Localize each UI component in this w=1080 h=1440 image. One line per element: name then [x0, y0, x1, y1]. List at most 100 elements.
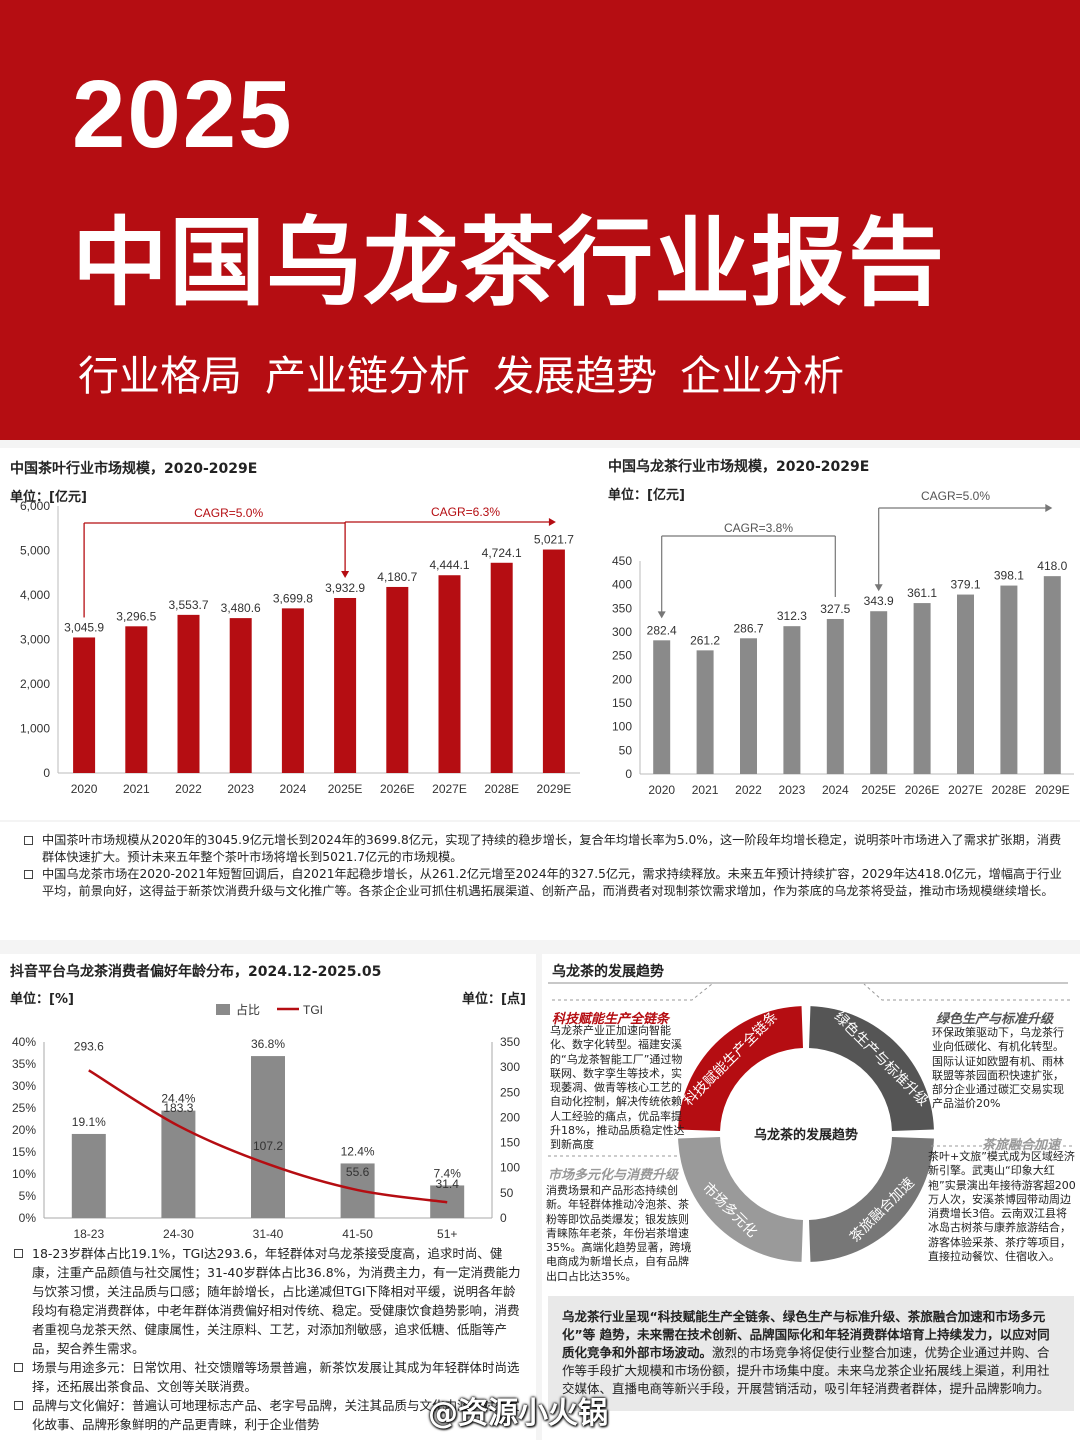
- y-tick-label: 40%: [12, 1035, 36, 1049]
- chart2-title: 中国乌龙茶行业市场规模，2020-2029E: [608, 459, 870, 475]
- tgi-label: 183.3: [163, 1101, 193, 1115]
- chart2-unit: 单位：[亿元]: [608, 488, 685, 503]
- y-tick-label: 50: [619, 743, 633, 757]
- x-tick-label: 24-30: [163, 1227, 194, 1241]
- tgi-label: 107.2: [253, 1139, 283, 1153]
- y-tick-label: 0: [625, 767, 632, 781]
- report-year: 2025: [72, 61, 294, 168]
- chart3-unit-right: 单位：[点]: [462, 992, 526, 1007]
- summary-rest: 激烈的市场竞争将促使行业整合加速，优势企业通过并购、合作等手段扩大规模和市场份额…: [562, 1345, 1050, 1396]
- trend-text-green: 环保政策驱动下，乌龙茶行业向低碳化、有机化转型。国际认证如欧盟有机、雨林联盟等茶…: [932, 1026, 1064, 1111]
- y-tick-label: 200: [612, 672, 632, 686]
- bar: [71, 1133, 106, 1218]
- y-tick-label: 250: [612, 649, 632, 663]
- report-subtitle: 行业格局 产业链分析 发展趋势 企业分析: [78, 352, 845, 400]
- bar: [1043, 576, 1061, 774]
- y-tick-label: 10%: [12, 1167, 36, 1181]
- y-tick-label: 30%: [12, 1079, 36, 1093]
- bullet-square-icon: [14, 1249, 23, 1258]
- bullet-square-icon: [14, 1401, 23, 1410]
- trends-summary: 乌龙茶行业呈现“科技赋能生产全链条、绿色生产与标准升级、茶旅融合加速和市场多元化…: [548, 1296, 1074, 1411]
- header-banner: 2025 中国乌龙茶行业报告 行业格局 产业链分析 发展趋势 企业分析: [0, 0, 1080, 440]
- y-tick-label: 300: [612, 625, 632, 639]
- bar: [386, 586, 409, 773]
- y2-tick-label: 350: [500, 1035, 520, 1049]
- bar: [1000, 585, 1018, 774]
- y2-tick-label: 250: [500, 1085, 520, 1099]
- age-chart-panel: 抖音平台乌龙茶消费者偏好年龄分布，2024.12-2025.05 单位：[%] …: [0, 954, 536, 1440]
- y-tick-label: 3,000: [20, 633, 50, 647]
- trend-text-market: 消费场景和产品形态持续创新。年轻群体推动冷泡茶、茶粉等即饮品类爆发；银发族则青睐…: [546, 1184, 692, 1283]
- cagr-label: CAGR=5.0%: [194, 506, 263, 520]
- x-tick-label: 2029E: [537, 782, 572, 796]
- bar: [653, 640, 671, 774]
- summary-bold: 乌龙茶行业呈现“科技赋能生产全链条、绿色生产与标准升级、茶旅融合加速和市场多元化…: [562, 1309, 1050, 1360]
- y-tick-label: 0: [43, 766, 50, 780]
- data-label: 3,553.7: [168, 598, 208, 612]
- data-label: 327.5: [820, 602, 850, 616]
- x-tick-label: 18-23: [73, 1227, 104, 1241]
- y-tick-label: 400: [612, 578, 632, 592]
- data-label: 12.4%: [341, 1144, 375, 1158]
- legend-label: TGI: [303, 1003, 323, 1017]
- y-tick-label: 100: [612, 720, 632, 734]
- bullet-square-icon: [14, 1363, 23, 1372]
- x-tick-label: 2024: [280, 782, 307, 796]
- bar: [177, 614, 200, 773]
- x-tick-label: 2026E: [905, 783, 940, 797]
- bar: [913, 603, 931, 774]
- data-label: 312.3: [777, 609, 807, 623]
- chart1-title: 中国茶叶行业市场规模，2020-2029E: [10, 461, 258, 477]
- data-label: 343.9: [864, 594, 894, 608]
- x-tick-label: 2020: [71, 782, 98, 796]
- tgi-line: [88, 1069, 448, 1204]
- note-item: 中国茶叶市场规模从2020年的3045.9亿元增长到2024年的3699.8亿元…: [20, 832, 1072, 866]
- x-tick-label: 41-50: [342, 1227, 373, 1241]
- data-label: 3,045.9: [64, 620, 104, 634]
- data-label: 7.4%: [434, 1166, 462, 1180]
- ring-segment: [678, 1137, 803, 1262]
- y-tick-label: 5%: [19, 1189, 37, 1203]
- y-tick-label: 20%: [12, 1123, 36, 1137]
- y2-tick-label: 300: [500, 1060, 520, 1074]
- y-tick-label: 350: [612, 601, 632, 615]
- legend-swatch: [216, 1004, 230, 1015]
- bar: [251, 1056, 285, 1218]
- bar: [783, 626, 801, 774]
- trend-text-tech: 乌龙茶产业正加速向智能化、数字化转型。福建安溪的“乌龙茶智能工厂”通过物联网、数…: [550, 1024, 685, 1152]
- data-label: 5,021.7: [534, 533, 574, 547]
- x-tick-label: 2023: [779, 783, 806, 797]
- data-label: 4,444.1: [429, 558, 469, 572]
- bar: [161, 1110, 196, 1218]
- tgi-label: 31.4: [436, 1177, 460, 1191]
- y-tick-label: 4,000: [20, 588, 50, 602]
- data-label: 282.4: [647, 623, 677, 637]
- y-tick-label: 150: [612, 696, 632, 710]
- bar: [542, 549, 565, 773]
- arrowhead-icon: [548, 518, 556, 526]
- y-tick-label: 1,000: [20, 722, 50, 736]
- trends-title: 乌龙茶的发展趋势: [552, 964, 664, 980]
- top-notes-panel: 中国茶叶市场规模从2020年的3045.9亿元增长到2024年的3699.8亿元…: [0, 822, 1080, 940]
- bullet-square-icon: [24, 870, 33, 879]
- data-label: 361.1: [907, 586, 937, 600]
- top-notes: 中国茶叶市场规模从2020年的3045.9亿元增长到2024年的3699.8亿元…: [20, 832, 1072, 900]
- x-tick-label: 2022: [735, 783, 762, 797]
- x-tick-label: 2023: [227, 782, 254, 796]
- divider: [548, 982, 1068, 984]
- y-tick-label: 450: [612, 554, 632, 568]
- x-tick-label: 2021: [123, 782, 150, 796]
- arrowhead-icon: [874, 584, 883, 592]
- bottom-notes: 18-23岁群体占比19.1%，TGI达293.6，年轻群体对乌龙茶接受度高，追…: [10, 1244, 525, 1434]
- leader-line: [863, 983, 1070, 1001]
- arrowhead-icon: [341, 570, 350, 578]
- y-tick-label: 6,000: [20, 499, 50, 513]
- x-tick-label: 2025E: [328, 782, 363, 796]
- data-label: 3,932.9: [325, 581, 365, 595]
- leader-line: [552, 983, 713, 1001]
- y-tick-label: 5,000: [20, 544, 50, 558]
- bar: [73, 637, 96, 773]
- ring-label: 科技赋能生产全链条: [680, 1008, 780, 1108]
- bar: [229, 618, 252, 773]
- note-item: 18-23岁群体占比19.1%，TGI达293.6，年轻群体对乌龙茶接受度高，追…: [10, 1244, 525, 1358]
